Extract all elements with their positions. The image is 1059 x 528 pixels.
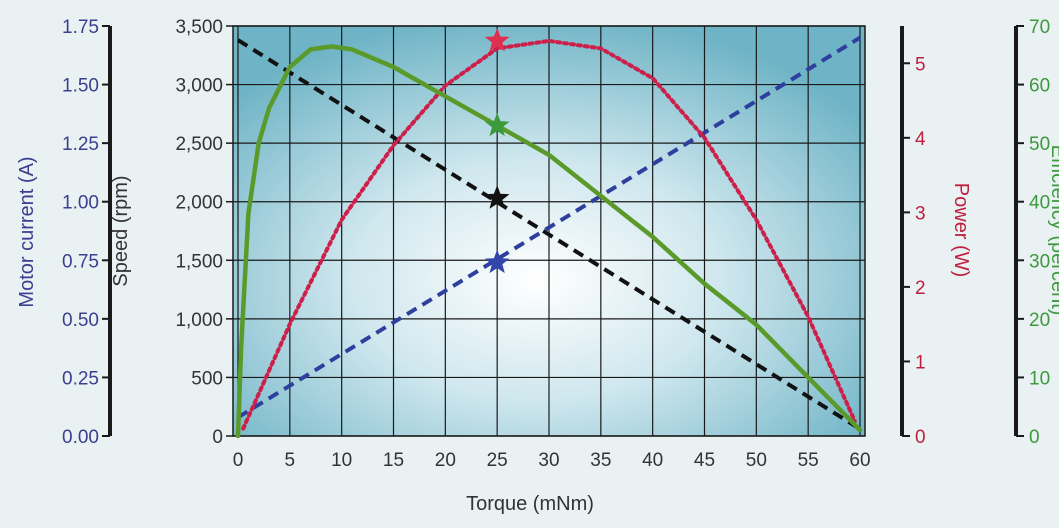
efficiency-tick-label: 10: [1029, 368, 1050, 389]
efficiency-tick-label: 20: [1029, 310, 1050, 331]
x-tick-label: 0: [233, 450, 244, 471]
series-layer: [235, 35, 863, 439]
operating-point-speed-marker: [484, 185, 510, 209]
current-tick-label: 0.50: [62, 310, 99, 331]
series-efficiency-line: [235, 44, 863, 439]
power-tick-label: 1: [915, 352, 926, 373]
operating-point-current-marker: [484, 249, 510, 274]
marker-layer: [484, 27, 510, 274]
power-tick-label: 5: [915, 54, 926, 75]
speed-tick-label: 3,000: [175, 76, 223, 97]
current-tick-label: 1.25: [62, 134, 99, 155]
current-tick-label: 0.00: [62, 427, 99, 448]
power-tick-label: 0: [915, 427, 926, 448]
efficiency-tick-label: 50: [1029, 134, 1050, 155]
efficiency-axis-label: Efficiency (percent): [1047, 145, 1059, 316]
x-tick-label: 35: [590, 450, 611, 471]
x-tick-label: 20: [435, 450, 456, 471]
efficiency-tick-label: 40: [1029, 193, 1050, 214]
speed-tick-label: 2,500: [175, 134, 223, 155]
x-tick-label: 55: [798, 450, 819, 471]
speed-tick-label: 1,000: [175, 310, 223, 331]
speed-tick-label: 0: [212, 427, 223, 448]
power-tick-label: 4: [915, 129, 926, 150]
x-axis-label: Torque (mNm): [466, 493, 594, 515]
x-tick-label: 40: [642, 450, 663, 471]
plot-border: [232, 25, 866, 437]
efficiency-tick-label: 60: [1029, 76, 1050, 97]
x-tick-label: 60: [849, 450, 870, 471]
current-tick-label: 0.75: [62, 251, 99, 272]
series-speed-line: [236, 38, 862, 431]
power-tick-label: 2: [915, 278, 926, 299]
x-tick-label: 50: [746, 450, 767, 471]
power-axis-label: Power (W): [950, 183, 972, 277]
current-tick-label: 1.00: [62, 193, 99, 214]
current-tick-label: 0.25: [62, 368, 99, 389]
operating-point-efficiency-marker: [484, 112, 510, 137]
x-tick-label: 5: [285, 450, 296, 471]
x-tick-label: 25: [487, 450, 508, 471]
efficiency-tick-label: 70: [1029, 17, 1050, 38]
series-current-line: [236, 35, 862, 420]
speed-tick-label: 1,500: [175, 251, 223, 272]
current-tick-label: 1.75: [62, 17, 99, 38]
speed-tick-label: 2,000: [175, 193, 223, 214]
x-tick-label: 10: [331, 450, 352, 471]
efficiency-tick-label: 0: [1029, 427, 1040, 448]
speed-tick-label: 3,500: [175, 17, 223, 38]
speed-tick-label: 500: [191, 368, 223, 389]
operating-point-power-marker: [484, 27, 510, 52]
grid: [232, 25, 866, 437]
power-tick-label: 3: [915, 203, 926, 224]
efficiency-tick-label: 30: [1029, 251, 1050, 272]
speed-axis-label: Speed (rpm): [110, 175, 132, 286]
x-tick-label: 45: [694, 450, 715, 471]
series-power-line: [241, 38, 857, 431]
x-tick-label: 30: [538, 450, 559, 471]
x-tick-label: 15: [383, 450, 404, 471]
current-axis-label: Motor current (A): [16, 156, 38, 307]
current-tick-label: 1.50: [62, 76, 99, 97]
